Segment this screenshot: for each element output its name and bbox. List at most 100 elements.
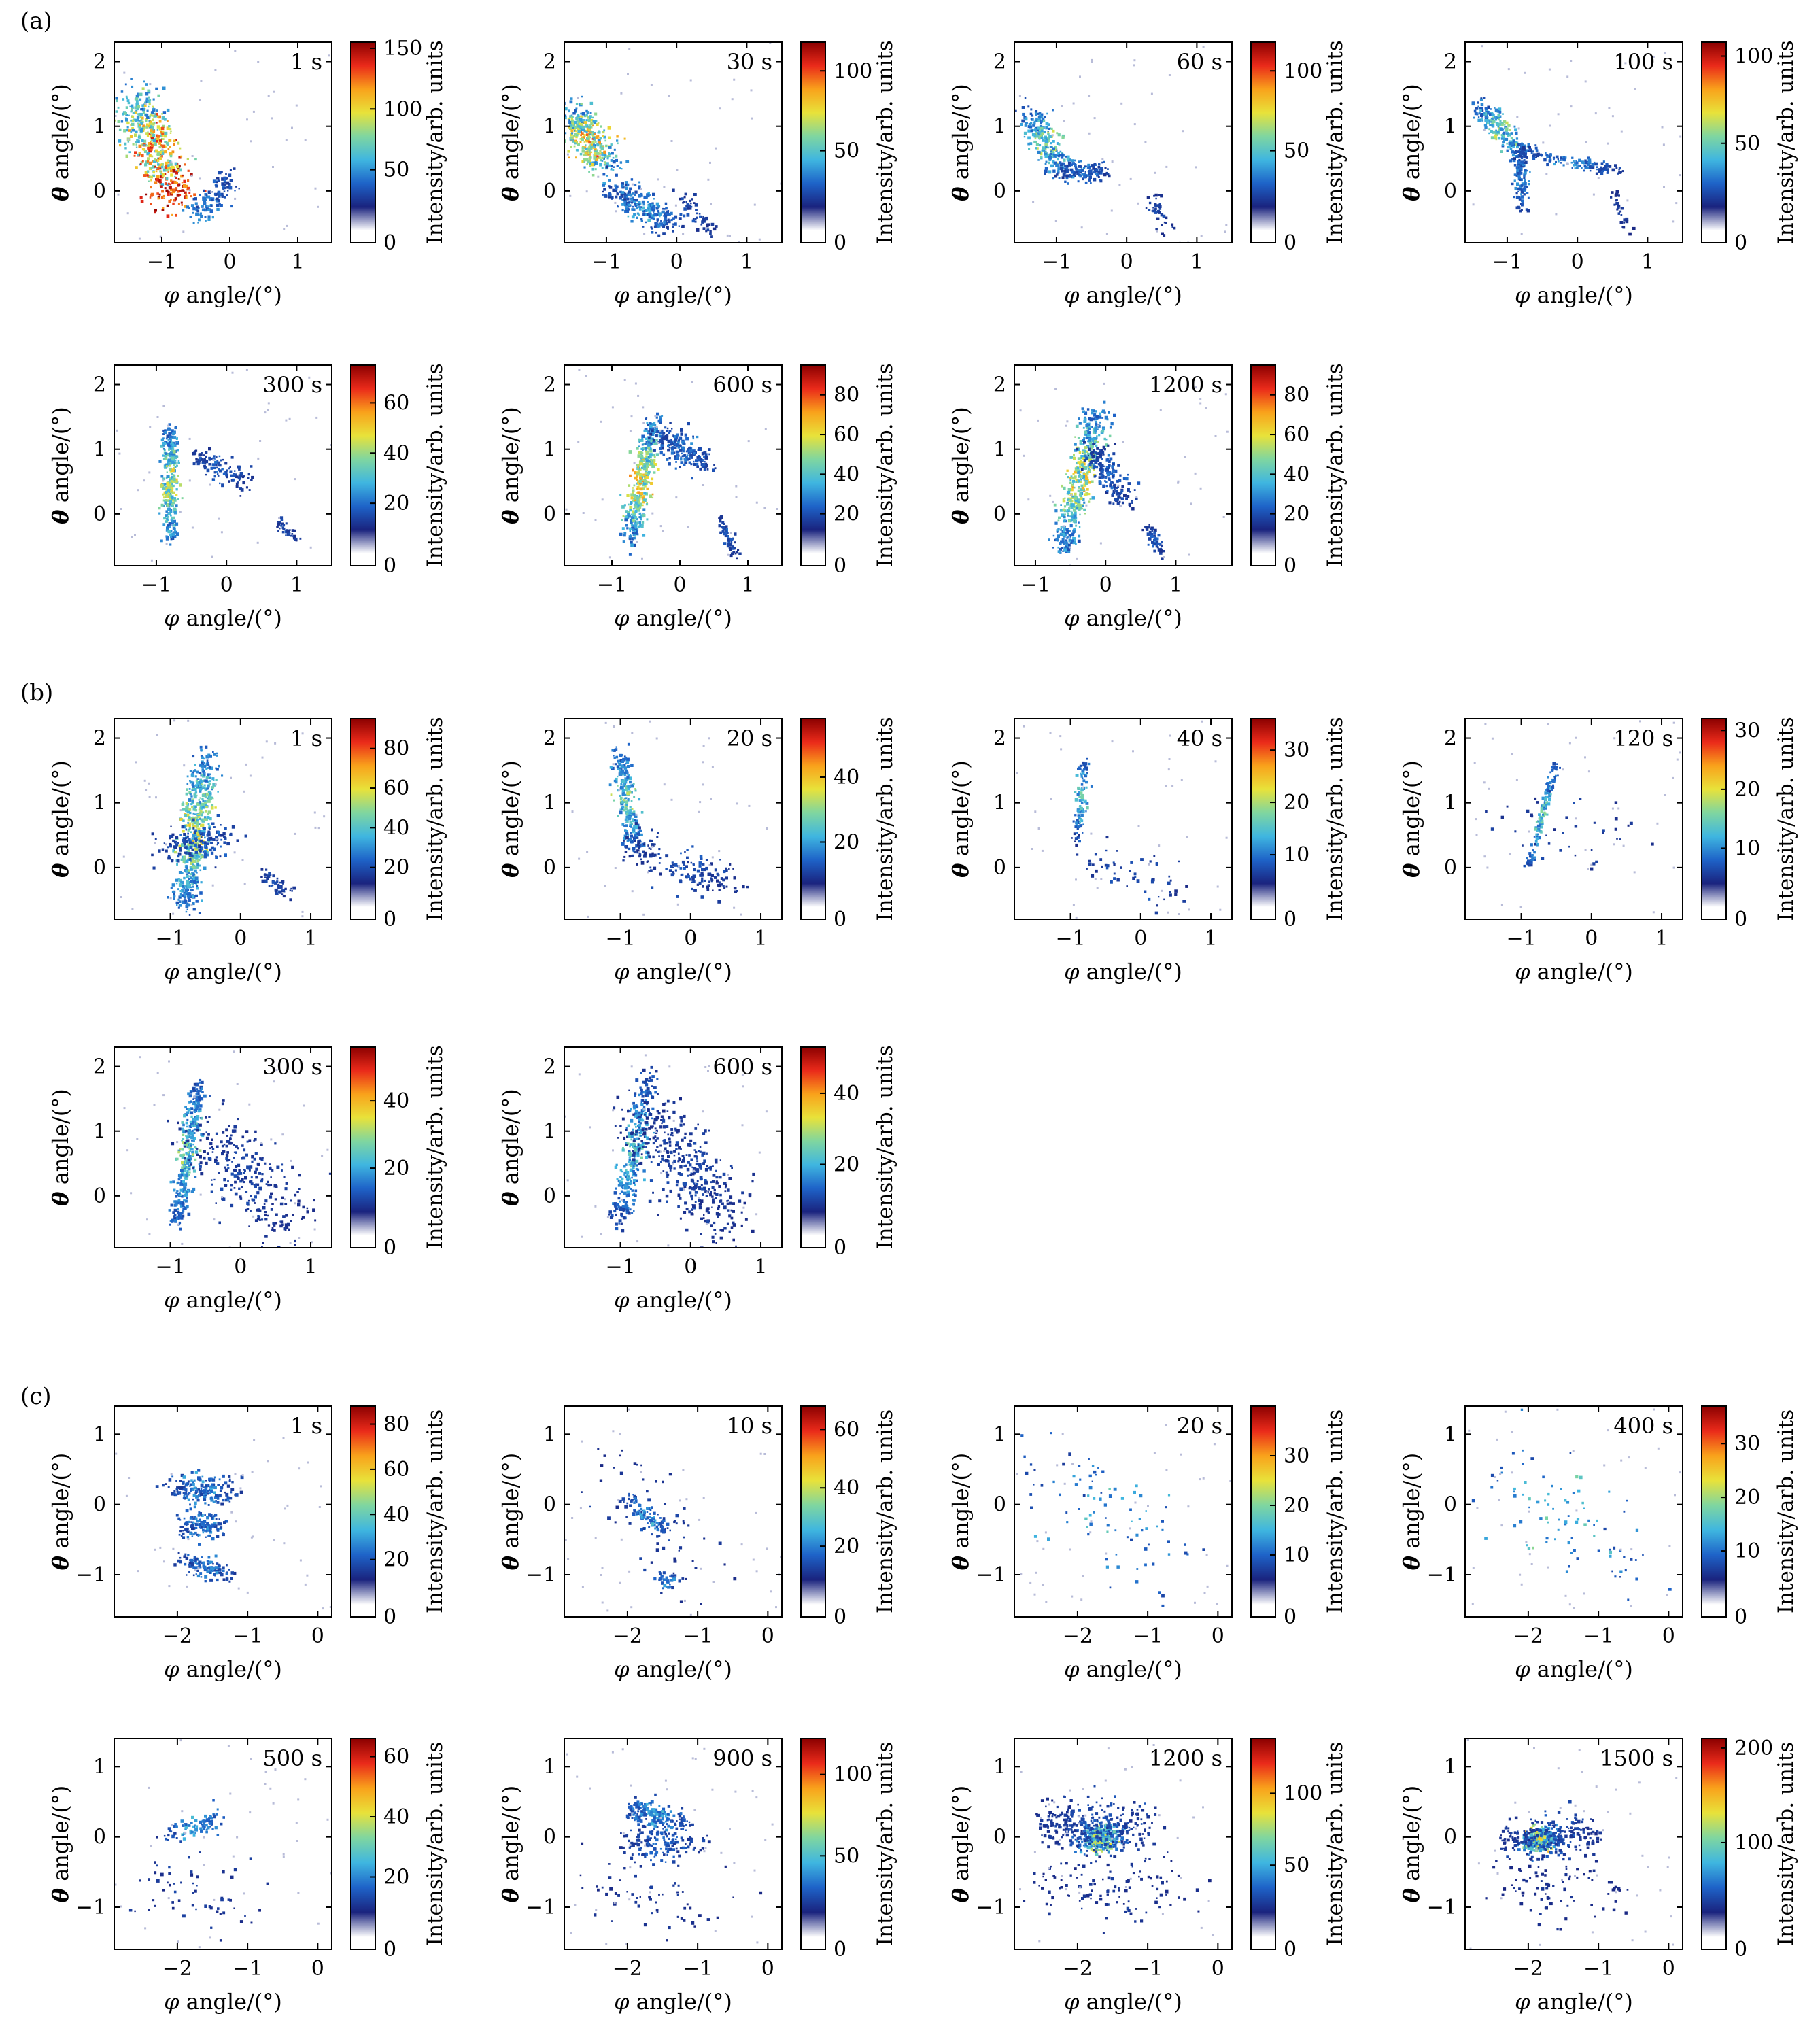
heatmap-cell — [188, 207, 190, 209]
heatmap-cell — [634, 531, 638, 534]
heatmap-cell — [1078, 498, 1081, 502]
heatmap-cell — [109, 109, 111, 112]
heatmap-cell — [211, 199, 213, 202]
plot-frame — [1014, 41, 1233, 243]
heatmap-cell — [1113, 483, 1117, 488]
heatmap-cell — [683, 463, 686, 466]
heatmap-cell — [635, 521, 639, 525]
heatmap-cell — [582, 512, 585, 514]
heatmap-cell — [594, 163, 598, 165]
heatmap-cell — [1070, 475, 1073, 478]
heatmap-cell — [1119, 496, 1122, 499]
heatmap-cell — [1513, 173, 1517, 176]
heatmap-cell — [1103, 437, 1106, 441]
heatmap-cell — [1148, 530, 1152, 534]
heatmap-cell — [570, 116, 573, 119]
x-tick-label: 0 — [673, 573, 686, 597]
heatmap-cell — [636, 464, 638, 466]
heatmap-cell — [591, 116, 594, 119]
heatmap-cell — [1523, 193, 1526, 196]
heatmap-cell — [161, 176, 164, 179]
heatmap-cell — [1617, 206, 1620, 209]
heatmap-cell — [659, 435, 662, 438]
heatmap-cell — [209, 483, 211, 486]
heatmap-cell — [1110, 473, 1112, 475]
heatmap-cell — [1076, 507, 1078, 510]
heatmap-cell — [1512, 146, 1515, 148]
heatmap-cell — [1516, 187, 1519, 190]
heatmap-cell — [655, 453, 659, 456]
heatmap-cell — [1513, 164, 1517, 167]
heatmap-cell — [199, 891, 203, 895]
heatmap-cell — [1549, 156, 1551, 158]
heatmap-cell — [165, 514, 168, 517]
heatmap-cell — [197, 813, 199, 816]
heatmap-cell — [1082, 426, 1085, 429]
heatmap-cell — [623, 137, 626, 140]
heatmap-cell — [571, 132, 574, 135]
heatmap-cell — [586, 163, 588, 165]
heatmap-cell — [1095, 441, 1097, 443]
heatmap-cell — [611, 198, 613, 200]
heatmap-cell — [202, 811, 205, 814]
heatmap-cell — [1526, 149, 1529, 152]
heatmap-cell — [627, 194, 630, 196]
heatmap-cell — [1497, 125, 1500, 128]
heatmap-cell — [1108, 434, 1112, 438]
heatmap-cell — [1071, 495, 1074, 498]
heatmap-cell — [181, 900, 185, 904]
heatmap-cell — [1091, 437, 1095, 441]
heatmap-cell — [219, 482, 221, 485]
heatmap-cell — [1091, 164, 1095, 167]
heatmap-cell — [126, 121, 130, 125]
heatmap-cell — [170, 887, 173, 889]
heatmap-cell — [1161, 544, 1163, 547]
heatmap-cell — [294, 537, 298, 541]
heatmap-cell — [1018, 95, 1021, 97]
heatmap-cell — [635, 526, 638, 528]
heatmap-cell — [1054, 220, 1057, 222]
heatmap-cell — [707, 178, 710, 181]
heatmap-cell — [223, 180, 226, 184]
heatmap-cell — [1074, 443, 1077, 446]
heatmap-cell — [1523, 158, 1526, 161]
heatmap-cell — [1068, 520, 1071, 522]
heatmap-cell — [1063, 546, 1067, 550]
heatmap-cell — [1518, 154, 1522, 158]
heatmap-cell — [577, 143, 580, 146]
heatmap-cell — [643, 481, 647, 485]
heatmap-cell — [1152, 528, 1154, 530]
heatmap-cell — [1524, 153, 1527, 156]
heatmap-cell — [642, 203, 645, 206]
heatmap-cell — [1118, 500, 1121, 503]
heatmap-cell — [632, 528, 636, 532]
heatmap-cell — [120, 508, 122, 510]
heatmap-cell — [196, 770, 199, 774]
heatmap-cell — [1078, 462, 1082, 465]
heatmap-cell — [1060, 504, 1062, 506]
heatmap-cell — [1521, 142, 1523, 145]
heatmap-cell — [1598, 169, 1602, 173]
heatmap-cell — [1607, 171, 1609, 173]
heatmap-cell — [581, 121, 584, 124]
heatmap-cell — [1061, 513, 1065, 517]
heatmap-cell — [172, 516, 175, 519]
heatmap-cell — [1034, 137, 1037, 140]
heatmap-cell — [1098, 480, 1101, 483]
heatmap-cell — [1611, 115, 1614, 118]
heatmap-cell — [1157, 548, 1161, 551]
heatmap-cell — [630, 220, 634, 223]
heatmap-cell — [192, 781, 195, 785]
heatmap-cell — [175, 464, 178, 467]
heatmap-cell — [684, 459, 687, 462]
heatmap-cell — [1058, 166, 1060, 168]
plot-frame — [114, 364, 332, 566]
heatmap-cell — [638, 213, 640, 216]
heatmap-cell — [1096, 452, 1099, 455]
heatmap-cell — [1044, 139, 1048, 143]
heatmap-cell — [160, 150, 165, 153]
heatmap-cell — [670, 439, 672, 441]
heatmap-cell — [1035, 147, 1037, 150]
heatmap-cell — [212, 457, 216, 460]
